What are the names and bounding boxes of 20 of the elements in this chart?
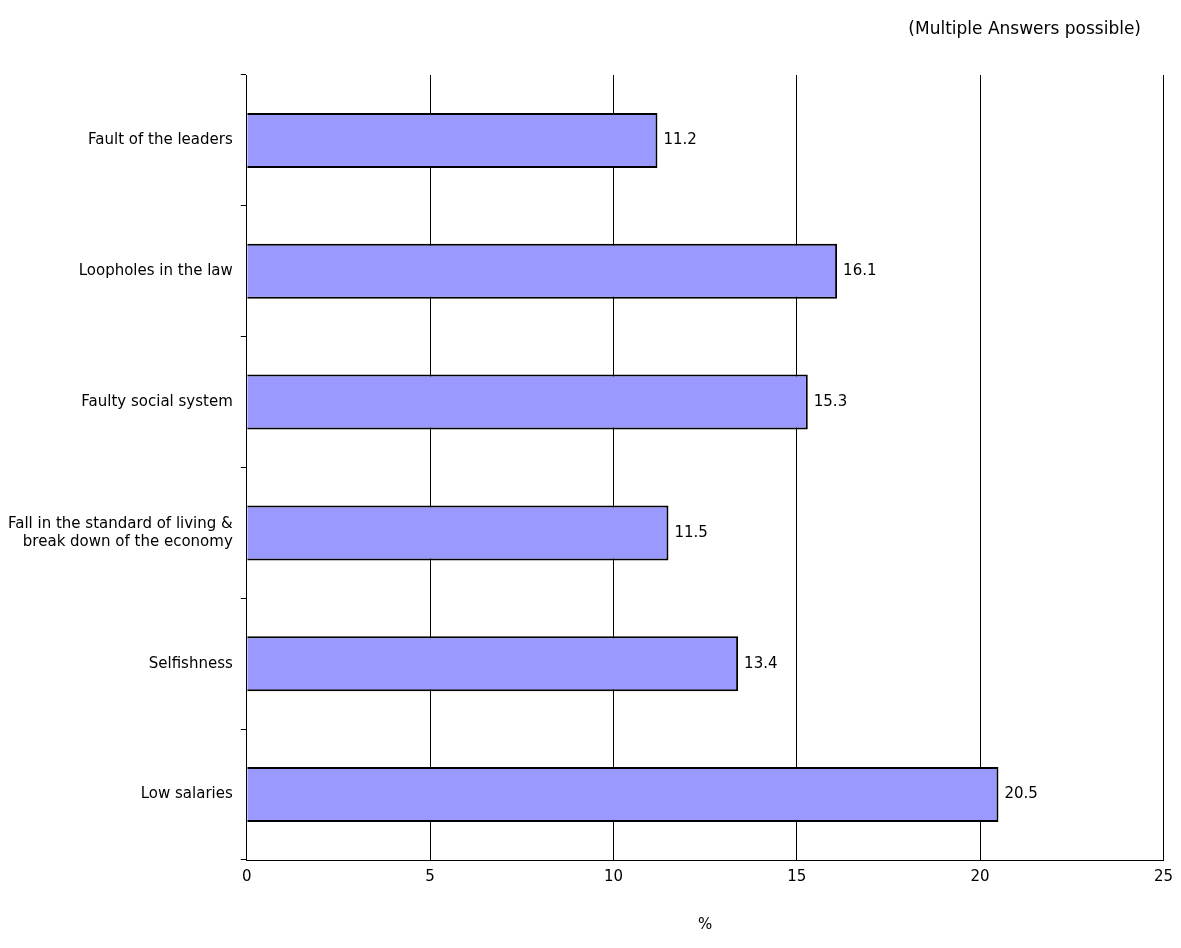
x-tick-label: 0 xyxy=(242,866,252,885)
y-tick-label: Faulty social system xyxy=(81,391,233,410)
y-tick-label: Fault of the leaders xyxy=(88,130,233,149)
data-label: 11.5 xyxy=(674,522,708,541)
data-label: 11.2 xyxy=(663,130,697,149)
y-tick-label: Low salaries xyxy=(140,784,233,803)
x-tick-label: 15 xyxy=(787,866,807,885)
x-tick-label: 25 xyxy=(1153,866,1173,885)
y-tick-label: Selfishness xyxy=(148,653,233,672)
x-tick-label: 5 xyxy=(425,866,435,885)
x-tick-label: 10 xyxy=(603,866,623,885)
data-label: 13.4 xyxy=(744,653,778,672)
data-label: 20.5 xyxy=(1004,784,1038,803)
text: (Multiple Answers possible) xyxy=(908,18,1141,39)
y-tick-label: Fall in the standard of living & break down of the economy xyxy=(7,513,234,550)
x-tick-label: 20 xyxy=(970,866,990,885)
data-label: 16.1 xyxy=(843,261,877,280)
x-axis-title: % xyxy=(697,914,713,933)
y-tick-label: Loopholes in the law xyxy=(78,261,233,280)
data-label: 15.3 xyxy=(813,391,848,410)
